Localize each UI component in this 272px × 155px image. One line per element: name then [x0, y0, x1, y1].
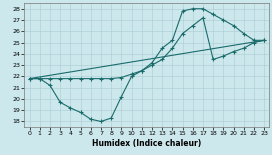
- X-axis label: Humidex (Indice chaleur): Humidex (Indice chaleur): [92, 139, 202, 148]
